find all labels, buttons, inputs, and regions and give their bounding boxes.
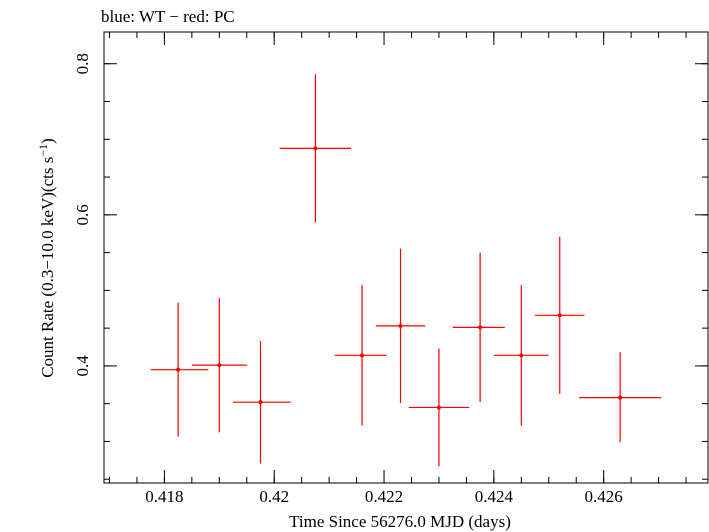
x-axis-label: Time Since 56276.0 MJD (days)	[289, 512, 511, 531]
point-marker	[398, 323, 403, 328]
point-marker	[360, 353, 365, 358]
y-tick-label: 0.8	[73, 53, 92, 74]
point-marker	[618, 395, 623, 400]
y-tick-labels: 0.4 0.6 0.8	[73, 53, 92, 376]
plot-frame	[103, 31, 709, 484]
point-marker	[258, 400, 263, 405]
data-points	[150, 74, 662, 467]
y-tick-label: 0.6	[73, 204, 92, 225]
data-point	[279, 74, 352, 223]
chart-title: blue: WT − red: PC	[101, 7, 235, 26]
x-tick-label: 0.418	[145, 487, 183, 506]
x-tick-label: 0.42	[259, 487, 289, 506]
point-marker	[176, 367, 181, 372]
point-marker	[519, 353, 524, 358]
data-point	[578, 352, 662, 443]
point-marker	[217, 363, 222, 368]
data-point	[408, 348, 470, 467]
x-tick-label: 0.426	[585, 487, 623, 506]
x-tick-labels: 0.418 0.42 0.422 0.424 0.426	[145, 487, 623, 506]
x-tick-label: 0.424	[475, 487, 514, 506]
point-marker	[478, 325, 483, 330]
data-point	[150, 302, 209, 437]
point-marker	[313, 146, 318, 151]
y-tick-label: 0.4	[73, 355, 92, 377]
data-point	[233, 340, 291, 464]
data-point	[191, 297, 247, 433]
data-point	[375, 248, 426, 403]
x-tick-label: 0.422	[365, 487, 403, 506]
y-axis-label: Count Rate (0.3−10.0 keV)(cts s−1)	[36, 138, 57, 378]
axis-ticks	[104, 32, 708, 483]
y-axis-label-close: )	[38, 138, 57, 144]
y-axis-label-exponent: −1	[36, 144, 50, 157]
data-point	[334, 285, 387, 426]
y-axis-label-main: Count Rate (0.3−10.0 keV)(cts s	[38, 157, 57, 378]
point-marker	[436, 405, 441, 410]
data-point	[493, 285, 549, 426]
point-marker	[557, 313, 562, 318]
data-point	[452, 252, 505, 403]
data-point	[535, 236, 585, 394]
